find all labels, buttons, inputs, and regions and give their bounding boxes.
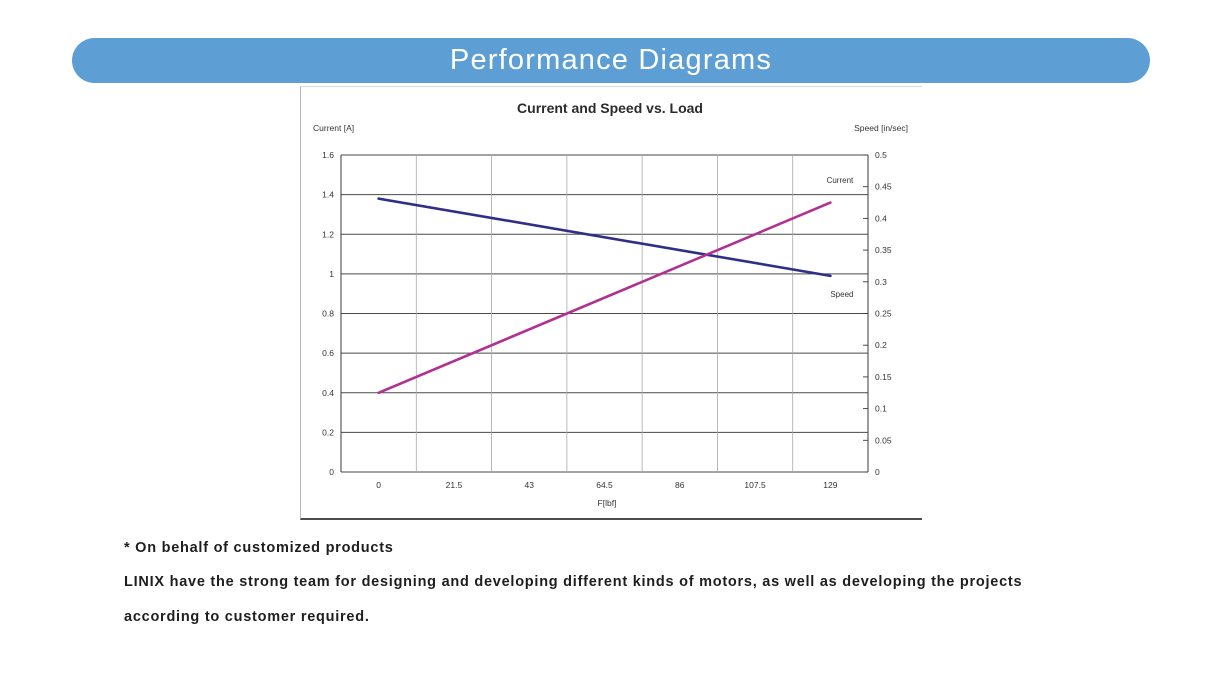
y-tick-label-right: 0.4	[875, 213, 887, 223]
x-tick-label: 43	[524, 480, 534, 490]
y-tick-label-right: 0.3	[875, 277, 887, 287]
x-axis-label: F[lbf]	[598, 498, 617, 508]
series-annotation-speed: Speed	[830, 290, 853, 299]
custom-products-note: * On behalf of customized products	[124, 540, 394, 556]
y-tick-label-left: 0	[329, 467, 334, 477]
chart-title: Current and Speed vs. Load	[517, 100, 703, 116]
y-tick-label-left: 0.4	[322, 388, 334, 398]
series-line-current	[377, 197, 832, 278]
description-line-1: LINIX have the strong team for designing…	[124, 574, 1023, 590]
x-tick-label: 86	[675, 480, 685, 490]
section-title: Performance Diagrams	[449, 44, 773, 76]
x-tick-label: 21.5	[446, 480, 463, 490]
description-line-2: according to customer required.	[124, 609, 370, 625]
y-axis-label-right: Speed [in/sec]	[854, 123, 908, 133]
series-annotation-current: Current	[827, 176, 854, 185]
y-tick-label-right: 0.35	[875, 245, 892, 255]
y-tick-label-right: 0.15	[875, 372, 892, 382]
y-tick-label-right: 0.05	[875, 435, 892, 445]
x-tick-label: 107.5	[744, 480, 766, 490]
x-tick-label: 64.5	[596, 480, 613, 490]
y-tick-label-right: 0.45	[875, 182, 892, 192]
x-tick-label: 0	[376, 480, 381, 490]
y-tick-label-left: 0.6	[322, 348, 334, 358]
y-tick-label-left: 1.6	[322, 150, 334, 160]
performance-chart: Current and Speed vs. Load Current [A] S…	[313, 100, 908, 508]
y-tick-label-left: 0.2	[322, 427, 334, 437]
y-tick-label-left: 0.8	[322, 309, 334, 319]
section-header-banner: Performance Diagrams	[72, 38, 1150, 83]
y-tick-label-left: 1	[329, 269, 334, 279]
chart-container: Current and Speed vs. Load Current [A] S…	[300, 86, 922, 520]
y-tick-label-left: 1.2	[322, 229, 334, 239]
y-tick-label-right: 0.1	[875, 404, 887, 414]
y-axis-label-left: Current [A]	[313, 123, 354, 133]
y-tick-label-left: 1.4	[322, 190, 334, 200]
y-tick-label-right: 0.5	[875, 150, 887, 160]
x-tick-label: 129	[823, 480, 837, 490]
series-line-speed	[377, 201, 832, 395]
y-tick-label-right: 0.25	[875, 309, 892, 319]
y-tick-label-right: 0	[875, 467, 880, 477]
y-tick-label-right: 0.2	[875, 340, 887, 350]
